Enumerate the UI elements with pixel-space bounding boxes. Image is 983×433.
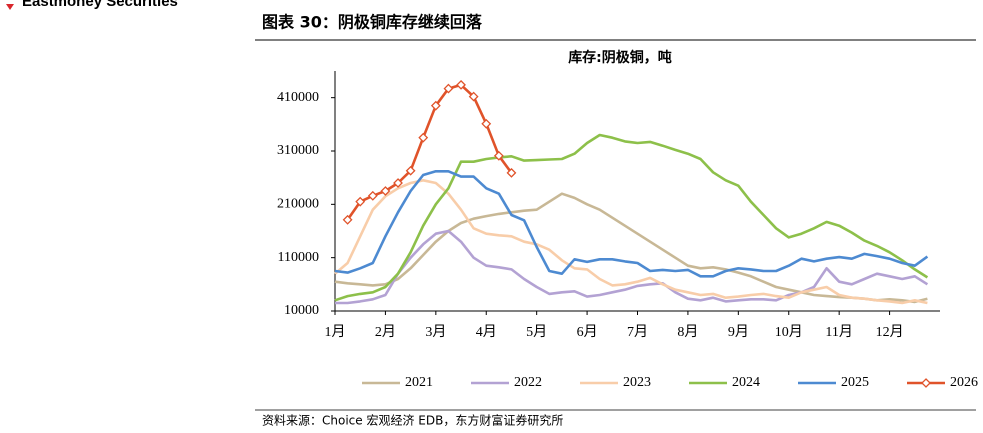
legend-marker [921,378,931,388]
x-tick-label: 11月 [825,324,852,340]
chart-title: 库存:阴极铜，吨 [568,49,672,66]
source: 资料来源：Choice 宏观经济 EDB，东方财富证券研究所 [262,413,563,428]
x-tick-label: 9月 [728,324,749,340]
marker [393,178,403,188]
marker [405,165,416,176]
series-line [334,192,928,304]
marker [493,150,504,161]
x-tick-label: 5月 [526,324,547,340]
marker [430,100,441,111]
marker [506,167,517,178]
x-tick-label: 7月 [627,324,648,340]
y-tick-label: 410000 [277,90,319,105]
marker [380,186,391,196]
y-tick-label: 310000 [277,143,319,158]
legend-label: 2025 [841,375,869,390]
x-tick-label: 4月 [476,324,497,340]
legend-label: 2024 [732,375,760,390]
marker [355,196,366,207]
marker [443,83,454,94]
x-tick-label: 2月 [375,324,396,340]
x-tick-label: 6月 [577,324,598,340]
series-line [334,170,929,278]
x-tick-label: 8月 [677,324,698,340]
legend-label: 2026 [950,375,978,390]
marker [456,79,466,90]
marker [481,118,492,129]
marker [367,190,378,201]
y-tick-label: 10000 [284,303,319,318]
x-tick-label: 3月 [425,324,446,340]
x-tick-label: 10月 [775,324,803,340]
series-line [334,133,929,302]
legend-label: 2021 [405,375,433,390]
series-line [334,179,928,305]
legend-label: 2022 [514,375,542,390]
marker [468,91,479,102]
y-tick-label: 210000 [277,197,319,212]
marker [342,214,353,225]
figure-title: 图表 30：阴极铜库存继续回落 [262,13,483,32]
x-tick-label: 12月 [876,324,904,340]
header: Eastmoney Securities [22,0,178,10]
x-tick-label: 1月 [325,324,346,340]
legend-label: 2023 [623,375,651,390]
series-line [335,229,929,305]
logo-mark [6,4,14,10]
y-tick-label: 110000 [278,250,319,265]
marker [418,132,429,143]
